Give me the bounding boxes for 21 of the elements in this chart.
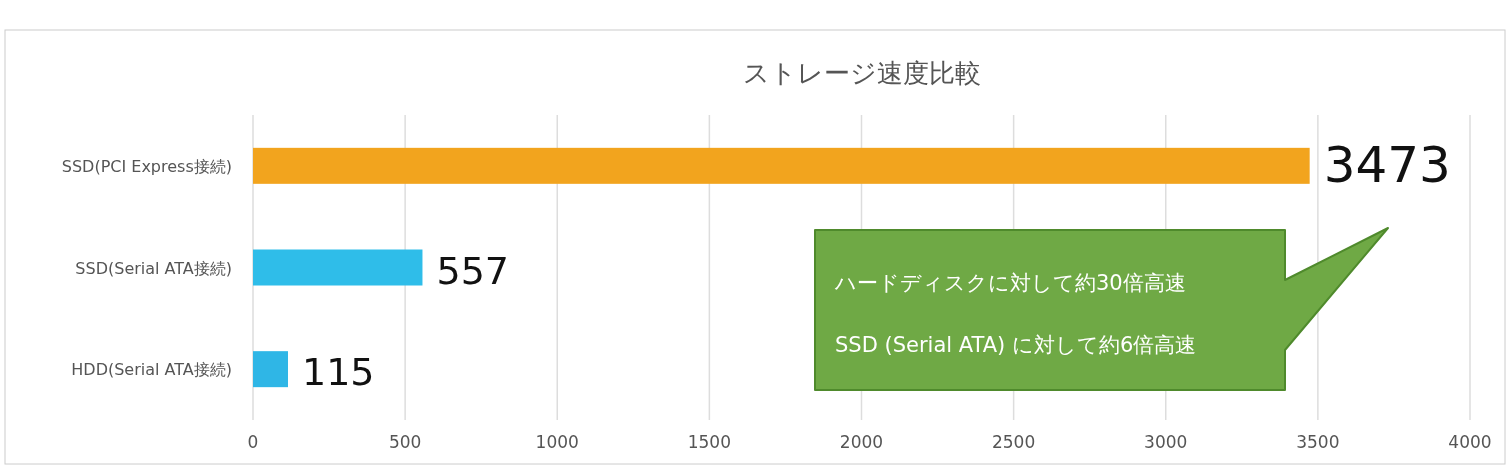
x-tick-label: 2000 <box>839 432 884 452</box>
chart-title: ストレージ速度比較 <box>742 58 981 88</box>
bar <box>253 147 1310 184</box>
x-tick-label: 1000 <box>535 432 579 452</box>
x-tick-label: 500 <box>388 432 422 452</box>
data-label: 115 <box>301 350 375 395</box>
x-tick-label: 4000 <box>1448 432 1492 452</box>
y-tick-label: HDD(Serial ATA接続) <box>71 360 232 380</box>
x-tick-label: 1500 <box>687 432 732 452</box>
x-tick-label: 3500 <box>1296 432 1340 452</box>
bar <box>253 351 288 388</box>
x-tick-label: 3000 <box>1144 432 1188 452</box>
annotation: SSD (Serial ATA) に対して約6倍高速 <box>835 333 1197 357</box>
bar <box>253 249 423 286</box>
x-tick-label: 2500 <box>991 432 1036 452</box>
y-tick-label: SSD(Serial ATA接続) <box>75 258 232 278</box>
data-label: 557 <box>436 248 509 293</box>
annotation: ハードディスクに対して約30倍高速 <box>834 271 1186 295</box>
x-tick-label: 0 <box>247 432 259 452</box>
y-tick-label: SSD(PCI Express接続) <box>61 156 232 176</box>
data-label: 3473 <box>1323 135 1451 194</box>
